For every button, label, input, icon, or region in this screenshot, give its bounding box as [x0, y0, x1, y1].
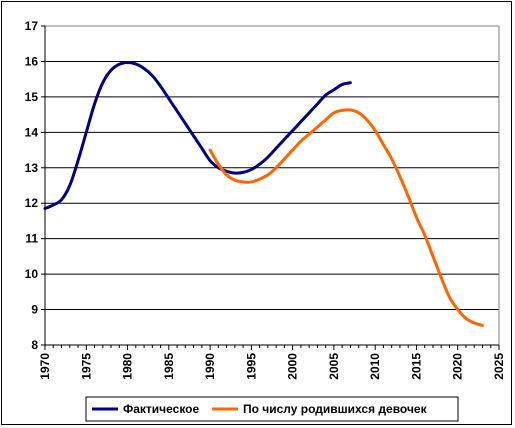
legend: Фактическое По числу родившихся девочек	[85, 396, 459, 422]
x-axis: 1970 1975 1980 1985 1990 1995 2000 2005 2010 2015…	[38, 344, 506, 380]
x-tick-label: 2020	[451, 353, 465, 380]
y-tick-label: 13	[25, 161, 39, 175]
legend-label-actual: Фактическое	[123, 402, 200, 416]
plot-area	[44, 25, 500, 346]
y-tick-label: 17	[25, 19, 39, 33]
x-tick-label: 1995	[244, 353, 258, 380]
legend-label-girls: По числу родившихся девочек	[243, 402, 428, 416]
x-tick-label: 2025	[492, 353, 506, 380]
y-tick-label: 10	[25, 267, 39, 281]
y-tick-label: 9	[31, 303, 38, 317]
series-line-1	[208, 108, 484, 328]
y-tick-label: 8	[31, 338, 38, 352]
legend-box	[85, 396, 459, 422]
series-line-0	[43, 61, 352, 211]
x-tick-label: 1970	[38, 353, 52, 380]
x-tick-label: 2010	[368, 353, 382, 380]
x-tick-label: 1990	[203, 353, 217, 380]
x-tick-label: 1975	[79, 353, 93, 380]
x-tick-label: 2015	[409, 353, 423, 380]
x-tick-label: 2000	[286, 353, 300, 380]
y-tick-label: 11	[25, 232, 38, 246]
x-tick-label: 1980	[121, 353, 135, 380]
series-group	[43, 61, 484, 328]
y-tick-label: 14	[25, 125, 39, 139]
y-tick-label: 16	[25, 54, 39, 68]
x-tick-label: 1985	[162, 353, 176, 380]
y-tick-label: 12	[25, 196, 39, 210]
y-tick-label: 15	[25, 90, 39, 104]
y-axis: 8 9 10 11 12 13 14 15 16 17	[25, 19, 46, 352]
x-tick-label: 2005	[327, 353, 341, 380]
